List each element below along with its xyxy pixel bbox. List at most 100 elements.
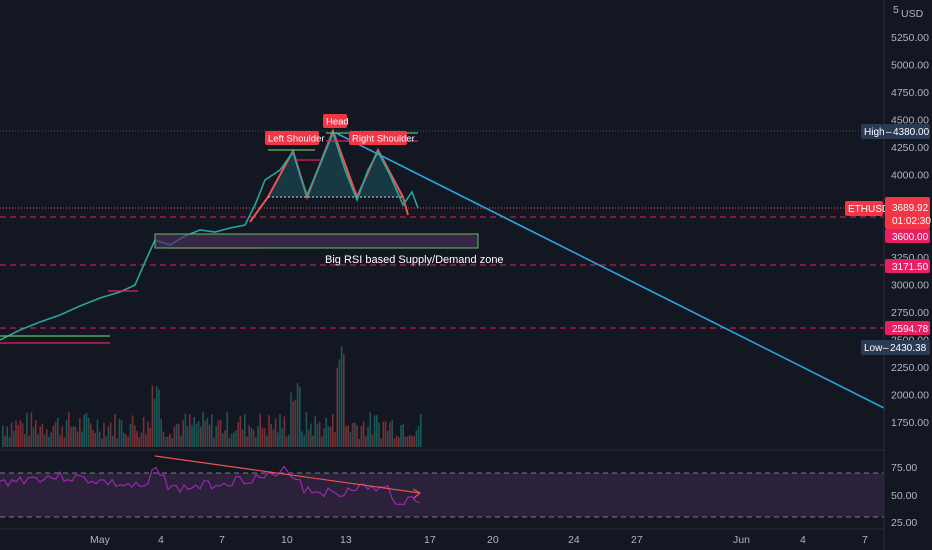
volume-bar (41, 423, 44, 447)
volume-bar (266, 435, 268, 447)
volume-bar (180, 435, 182, 447)
volume-bar (365, 436, 367, 447)
volume-bar (307, 429, 310, 447)
volume-bar (189, 414, 191, 447)
volume-bar (219, 420, 222, 447)
volume-bar (332, 414, 334, 447)
price-tick-label: 5000.00 (891, 60, 929, 72)
volume-bar (83, 415, 85, 447)
volume-bar (244, 414, 246, 447)
volume-bar (109, 422, 112, 447)
volume-bar (285, 436, 288, 447)
volume-bar (116, 438, 118, 447)
volume-bar (94, 433, 96, 447)
volume-bar (228, 438, 231, 447)
trend-line[interactable] (335, 132, 885, 409)
svg-text:–: – (886, 127, 892, 138)
time-label-24: 24 (568, 534, 580, 546)
volume-bar (123, 432, 125, 447)
volume-bar (398, 437, 400, 447)
volume-bar (186, 426, 189, 447)
level-3600-badge: 3600.00 (885, 229, 930, 243)
volume-bar (237, 422, 239, 447)
volume-bar (90, 423, 92, 447)
volume-bar (98, 431, 101, 447)
volume-bar (369, 412, 371, 447)
low-badge: Low – 2430.38 (861, 340, 930, 355)
volume-bar (226, 412, 228, 447)
time-label-4: 4 (158, 534, 164, 546)
time-label-jun-7: 7 (862, 534, 868, 546)
right-shoulder-annotation[interactable]: Right Shoulder (349, 131, 415, 145)
volume-bar (235, 430, 237, 447)
volume-bar (413, 436, 415, 447)
svg-text:High: High (864, 127, 885, 138)
volume-bar (393, 438, 396, 447)
currency-label: USD (901, 8, 924, 20)
svg-text:2594.78: 2594.78 (892, 324, 929, 335)
volume-bar (303, 435, 305, 447)
svg-text:3689.92: 3689.92 (892, 203, 929, 214)
price-tick-label: 4500.00 (891, 115, 929, 127)
volume-bar (140, 432, 143, 447)
volume-bar (112, 435, 114, 447)
volume-bar (327, 426, 330, 447)
volume-bar (362, 421, 365, 447)
volume-bar (120, 420, 123, 447)
volume-bar (349, 432, 352, 447)
time-label-20: 20 (487, 534, 499, 546)
volume-bar (59, 435, 61, 447)
volume-bar (136, 431, 138, 447)
volume-bar (360, 426, 363, 447)
volume-bar (376, 415, 378, 447)
svg-text:2430.38: 2430.38 (890, 343, 927, 354)
volume-bar (17, 425, 19, 447)
volume-bar (92, 429, 94, 447)
volume-bar (182, 420, 184, 447)
volume-bar (30, 412, 33, 447)
svg-text:Left Shoulder: Left Shoulder (268, 134, 325, 145)
volume-bar (274, 418, 277, 447)
volume-bar (246, 436, 248, 447)
volume-bar (162, 431, 165, 447)
head-annotation[interactable]: Head (323, 114, 349, 128)
volume-bar (114, 413, 116, 447)
last-price-badge: 3689.92 01:02:30 (885, 197, 931, 229)
price-axis-top-partial: 5 (893, 4, 899, 16)
volume-bar (250, 427, 253, 447)
volume-bar (32, 427, 35, 447)
volume-bar (167, 436, 169, 447)
price-tick-label: 3000.00 (891, 280, 929, 292)
volume-bar (50, 432, 52, 447)
volume-bar (380, 438, 382, 447)
volume-bar (138, 437, 140, 447)
volume-bar (134, 425, 136, 447)
volume-bar (257, 426, 259, 447)
volume-bar (8, 436, 11, 447)
rsi-tick-25: 25.00 (891, 517, 917, 529)
volume-bar (193, 417, 195, 447)
price-tick-label: 1750.00 (891, 417, 929, 429)
time-axis[interactable]: May 4 7 10 13 17 20 24 27 Jun 4 7 (0, 528, 884, 546)
volume-bar (213, 437, 215, 447)
time-label-jun: Jun (733, 534, 750, 546)
volume-bar (197, 421, 200, 447)
svg-text:01:02:30: 01:02:30 (892, 216, 931, 227)
volume-bar (24, 434, 26, 447)
zone-label: Big RSI based Supply/Demand zone (325, 254, 504, 266)
volume-bars (2, 346, 422, 447)
volume-bar (153, 398, 156, 447)
volume-bar (384, 421, 387, 447)
supply-demand-zone[interactable] (154, 233, 479, 249)
volume-bar (173, 426, 176, 447)
volume-bar (68, 412, 70, 447)
volume-bar (204, 420, 206, 447)
volume-bar (241, 429, 244, 447)
price-tick-label: 5250.00 (891, 32, 929, 44)
level-3171-badge: 3171.50 (885, 259, 930, 273)
left-shoulder-annotation[interactable]: Left Shoulder (265, 131, 325, 145)
volume-bar (402, 424, 404, 447)
volume-bar (37, 434, 39, 447)
volume-bar (321, 436, 323, 447)
